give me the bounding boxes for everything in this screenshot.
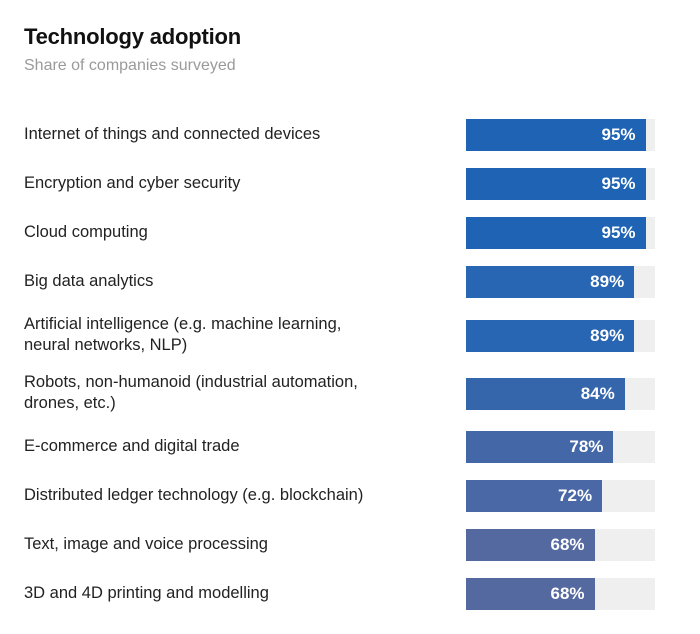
- value-label: 95%: [601, 125, 636, 144]
- chart-title: Technology adoption: [24, 24, 241, 49]
- bar-row: Encryption and cyber security 95%: [0, 168, 700, 200]
- category-label: Big data analytics: [24, 272, 154, 290]
- value-label: 95%: [601, 174, 636, 193]
- bar-row: Big data analytics 89%: [0, 266, 700, 298]
- bar-row: Text, image and voice processing 68%: [0, 529, 700, 561]
- category-label: Distributed ledger technology (e.g. bloc…: [24, 486, 364, 504]
- bar: 78%: [466, 431, 614, 463]
- bar-track: 95%: [466, 119, 655, 151]
- bar-row: 3D and 4D printing and modelling 68%: [0, 578, 700, 610]
- value-label: 68%: [550, 535, 585, 554]
- category-label: 3D and 4D printing and modelling: [24, 584, 269, 602]
- bar: 72%: [466, 480, 603, 512]
- bar: 89%: [466, 320, 635, 352]
- category-label: Cloud computing: [24, 223, 148, 241]
- bar: 68%: [466, 529, 595, 561]
- bar-row: E-commerce and digital trade 78%: [0, 431, 700, 463]
- value-label: 89%: [590, 326, 625, 345]
- category-label: Artificial intelligence (e.g. machine le…: [24, 315, 342, 354]
- value-label: 68%: [550, 584, 585, 603]
- bar-track: 84%: [466, 378, 655, 410]
- bar-row: Internet of things and connected devices…: [0, 119, 700, 151]
- bar-row: Robots, non-humanoid (industrial automat…: [0, 373, 700, 412]
- bar-track: 68%: [466, 529, 655, 561]
- bar-track: 95%: [466, 217, 655, 249]
- value-label: 78%: [569, 437, 604, 456]
- bar-track: 72%: [466, 480, 655, 512]
- bar-row: Cloud computing 95%: [0, 217, 700, 249]
- category-label: Encryption and cyber security: [24, 174, 241, 192]
- value-label: 72%: [558, 486, 593, 505]
- category-label: E-commerce and digital trade: [24, 437, 240, 455]
- bar-track: 78%: [466, 431, 655, 463]
- bar-row: Artificial intelligence (e.g. machine le…: [0, 315, 700, 354]
- value-label: 84%: [580, 384, 615, 403]
- category-label: Text, image and voice processing: [24, 535, 268, 553]
- bar-track: 89%: [466, 320, 655, 352]
- bar-track: 95%: [466, 168, 655, 200]
- bar-track: 89%: [466, 266, 655, 298]
- category-label: Robots, non-humanoid (industrial automat…: [24, 373, 358, 412]
- value-label: 89%: [590, 272, 625, 291]
- bar: 95%: [466, 119, 646, 151]
- chart-subtitle: Share of companies surveyed: [24, 57, 236, 74]
- bar-track: 68%: [466, 578, 655, 610]
- bar: 84%: [466, 378, 625, 410]
- bar: 95%: [466, 217, 646, 249]
- value-label: 95%: [601, 223, 636, 242]
- bar: 89%: [466, 266, 635, 298]
- bar: 68%: [466, 578, 595, 610]
- bar-row: Distributed ledger technology (e.g. bloc…: [0, 480, 700, 512]
- category-label: Internet of things and connected devices: [24, 125, 321, 143]
- bar: 95%: [466, 168, 646, 200]
